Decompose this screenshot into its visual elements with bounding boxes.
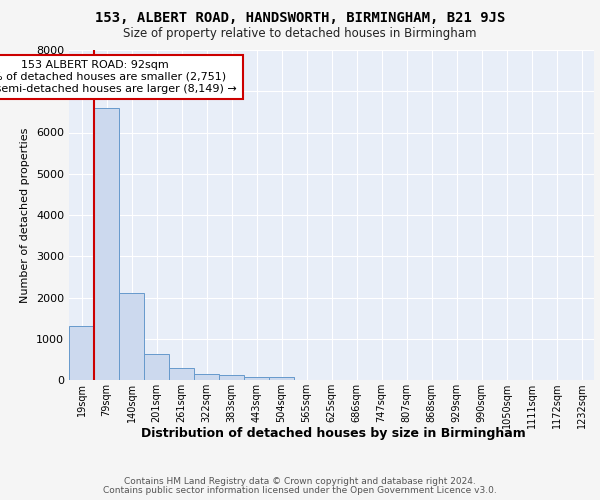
Text: 153, ALBERT ROAD, HANDSWORTH, BIRMINGHAM, B21 9JS: 153, ALBERT ROAD, HANDSWORTH, BIRMINGHAM…: [95, 11, 505, 25]
Text: Contains public sector information licensed under the Open Government Licence v3: Contains public sector information licen…: [103, 486, 497, 495]
Text: Size of property relative to detached houses in Birmingham: Size of property relative to detached ho…: [123, 28, 477, 40]
Bar: [169, 368, 194, 380]
Bar: [119, 294, 144, 380]
Text: Distribution of detached houses by size in Birmingham: Distribution of detached houses by size …: [140, 428, 526, 440]
Bar: [144, 354, 169, 380]
Bar: [194, 374, 219, 380]
Text: 153 ALBERT ROAD: 92sqm
← 25% of detached houses are smaller (2,751)
74% of semi-: 153 ALBERT ROAD: 92sqm ← 25% of detached…: [0, 60, 237, 94]
Y-axis label: Number of detached properties: Number of detached properties: [20, 128, 31, 302]
Bar: [244, 377, 269, 380]
Bar: [94, 108, 119, 380]
Bar: [219, 376, 244, 380]
Bar: [269, 377, 294, 380]
Text: Contains HM Land Registry data © Crown copyright and database right 2024.: Contains HM Land Registry data © Crown c…: [124, 477, 476, 486]
Bar: [69, 326, 94, 380]
